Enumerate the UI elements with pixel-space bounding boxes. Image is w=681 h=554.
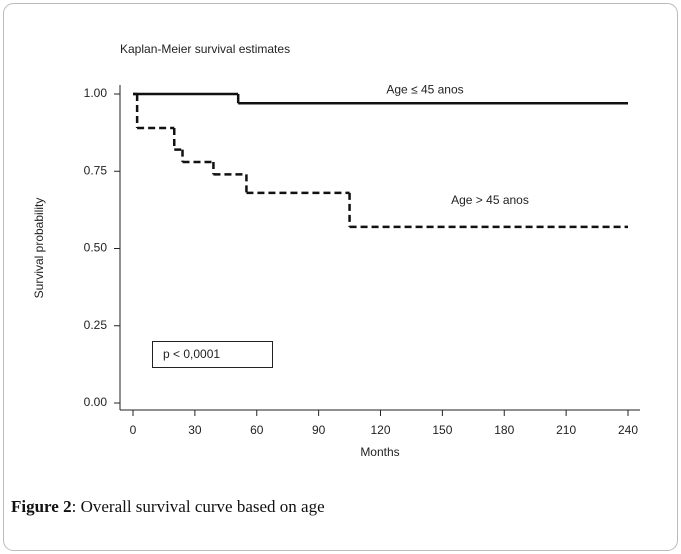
- caption: Figure 2: Overall survival curve based o…: [11, 497, 325, 516]
- caption-text: : Overall survival curve based on age: [72, 497, 325, 516]
- x-tick-label: 30: [188, 423, 202, 437]
- x-tick-label: 120: [370, 423, 390, 437]
- x-axis-label: Months: [360, 445, 399, 459]
- y-tick-label: 0.00: [84, 395, 108, 409]
- y-axis-label: Survival probability: [32, 198, 46, 299]
- series-label: Age ≤ 45 anos: [386, 82, 463, 96]
- x-tick-label: 240: [618, 423, 638, 437]
- figure-frame: [3, 3, 678, 551]
- x-tick-label: 90: [312, 423, 326, 437]
- y-tick-label: 1.00: [84, 86, 108, 100]
- annotation: p < 0,0001: [163, 347, 220, 361]
- y-tick-label: 0.25: [84, 318, 108, 332]
- caption-label: Figure 2: [11, 497, 72, 516]
- y-tick-label: 0.75: [84, 163, 108, 177]
- y-tick-label: 0.50: [84, 241, 108, 255]
- series-label: Age > 45 anos: [451, 193, 529, 207]
- x-tick-label: 60: [250, 423, 264, 437]
- x-tick-label: 210: [556, 423, 576, 437]
- x-tick-label: 180: [494, 423, 514, 437]
- chart-title: Kaplan-Meier survival estimates: [120, 42, 290, 56]
- x-tick-label: 0: [130, 423, 137, 437]
- annotation-box: [152, 341, 273, 368]
- x-tick-label: 150: [432, 423, 452, 437]
